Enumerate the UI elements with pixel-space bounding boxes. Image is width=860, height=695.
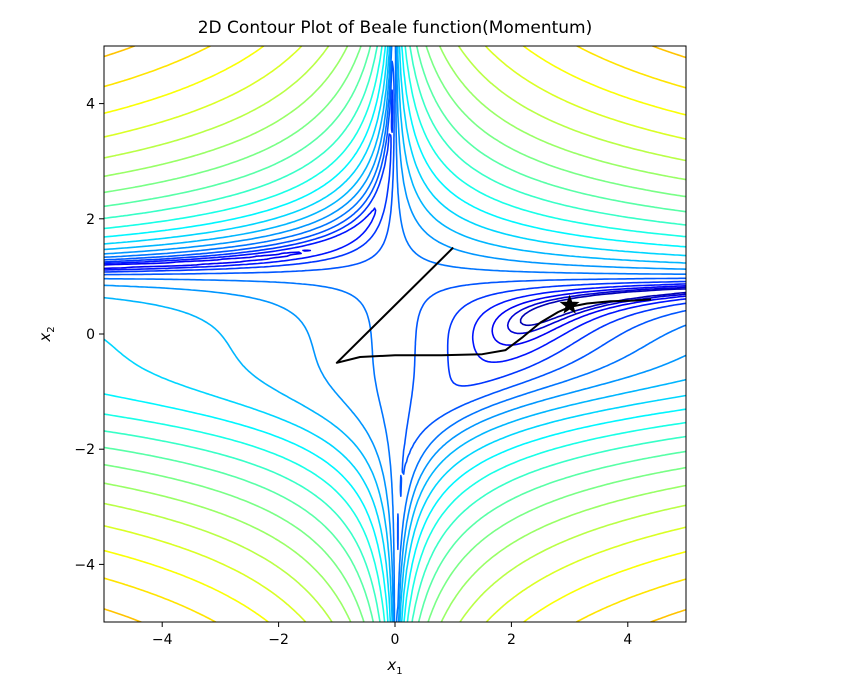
contour-level <box>104 207 686 363</box>
y-axis-ticks: −4 −2 0 2 4 <box>74 97 104 573</box>
x-axis-ticks: −4 −2 0 2 4 <box>152 622 632 648</box>
optimizer-path-layer <box>335 246 652 364</box>
x-tick-label: 2 <box>507 632 516 648</box>
minimum-star-marker <box>559 294 580 314</box>
contour-lines <box>104 46 686 622</box>
y-tick-label: 2 <box>86 212 95 228</box>
optimizer-path <box>335 246 652 364</box>
contour-level <box>104 46 686 622</box>
contour-level <box>104 249 686 346</box>
contour-level <box>104 89 686 387</box>
y-tick-label: 4 <box>86 97 95 113</box>
contour-level <box>519 288 686 327</box>
contour-level <box>104 46 686 622</box>
contour-level <box>104 60 686 551</box>
contour-level <box>104 46 686 622</box>
x-tick-label: −2 <box>268 632 289 648</box>
contour-level <box>104 46 686 622</box>
plot-frame <box>103 45 687 623</box>
y-tick-label: −2 <box>74 442 95 458</box>
contour-level <box>104 46 686 622</box>
contour-level <box>506 286 686 335</box>
contour-level <box>104 46 686 622</box>
contour-level <box>104 46 686 622</box>
x-tick-label: −4 <box>152 632 173 648</box>
x-tick-label: 4 <box>623 632 632 648</box>
contour-level <box>104 46 686 622</box>
y-tick-label: 0 <box>86 327 95 343</box>
y-axis-label: x2 <box>36 326 57 342</box>
contour-level <box>104 46 686 622</box>
x-tick-label: 0 <box>391 632 400 648</box>
contour-level <box>104 46 686 622</box>
contour-level <box>104 46 686 622</box>
contour-level <box>104 46 686 622</box>
contour-level <box>104 46 686 622</box>
y-tick-label: −4 <box>74 557 95 573</box>
x-axis-label: x1 <box>386 656 402 677</box>
contour-level <box>104 46 686 622</box>
contour-level <box>104 46 686 622</box>
chart-title: 2D Contour Plot of Beale function(Moment… <box>198 18 593 38</box>
